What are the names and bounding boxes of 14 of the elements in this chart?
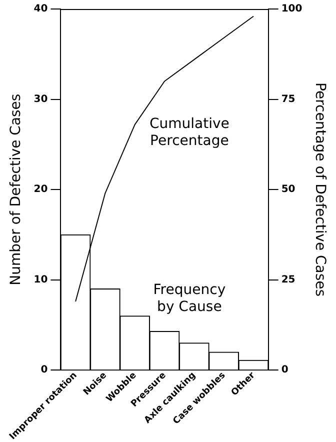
annotation: Cumulative Percentage — [149, 116, 230, 149]
y2-axis-title: Percentage of Defective Cases — [312, 82, 328, 297]
y-axis-title: Number of Defective Cases — [8, 94, 24, 286]
annotation: Frequency by Cause — [153, 282, 226, 316]
y2-tick-label: 0 — [281, 364, 288, 376]
y-tick-label: 30 — [34, 94, 48, 105]
y-tick-label: 40 — [34, 4, 48, 15]
y2-tick-label: 100 — [281, 4, 302, 15]
y2-tick-label: 75 — [281, 94, 296, 105]
y-tick-label: 0 — [40, 364, 48, 376]
y2-tick-label: 50 — [281, 184, 296, 196]
y2-tick-label: 25 — [281, 274, 296, 286]
y-tick-label: 10 — [34, 274, 48, 286]
y-tick-label: 20 — [34, 184, 48, 196]
